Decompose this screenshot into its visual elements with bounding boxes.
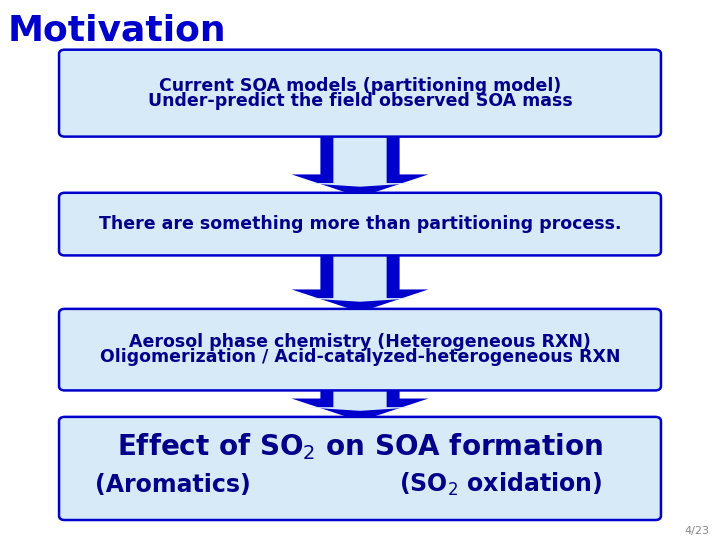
Text: (SO$_2$ oxidation): (SO$_2$ oxidation) bbox=[399, 471, 602, 498]
Polygon shape bbox=[292, 386, 428, 421]
Text: There are something more than partitioning process.: There are something more than partitioni… bbox=[99, 215, 621, 233]
Text: Under-predict the field observed SOA mass: Under-predict the field observed SOA mas… bbox=[148, 92, 572, 110]
FancyBboxPatch shape bbox=[59, 417, 661, 520]
FancyBboxPatch shape bbox=[59, 309, 661, 390]
Polygon shape bbox=[303, 376, 417, 411]
Polygon shape bbox=[292, 251, 428, 312]
Polygon shape bbox=[292, 132, 428, 197]
Text: Oligomerization / Acid-catalyzed-heterogeneous RXN: Oligomerization / Acid-catalyzed-heterog… bbox=[100, 348, 620, 366]
Text: Current SOA models (partitioning model): Current SOA models (partitioning model) bbox=[159, 77, 561, 94]
Text: Effect of SO$_2$ on SOA formation: Effect of SO$_2$ on SOA formation bbox=[117, 431, 603, 462]
Text: Aerosol phase chemistry (Heterogeneous RXN): Aerosol phase chemistry (Heterogeneous R… bbox=[129, 333, 591, 351]
FancyBboxPatch shape bbox=[59, 193, 661, 255]
FancyBboxPatch shape bbox=[59, 50, 661, 137]
Text: Motivation: Motivation bbox=[7, 14, 226, 48]
Text: 4/23: 4/23 bbox=[684, 525, 709, 536]
Polygon shape bbox=[303, 123, 417, 187]
Text: (Aromatics): (Aromatics) bbox=[95, 472, 251, 497]
Polygon shape bbox=[303, 241, 417, 302]
